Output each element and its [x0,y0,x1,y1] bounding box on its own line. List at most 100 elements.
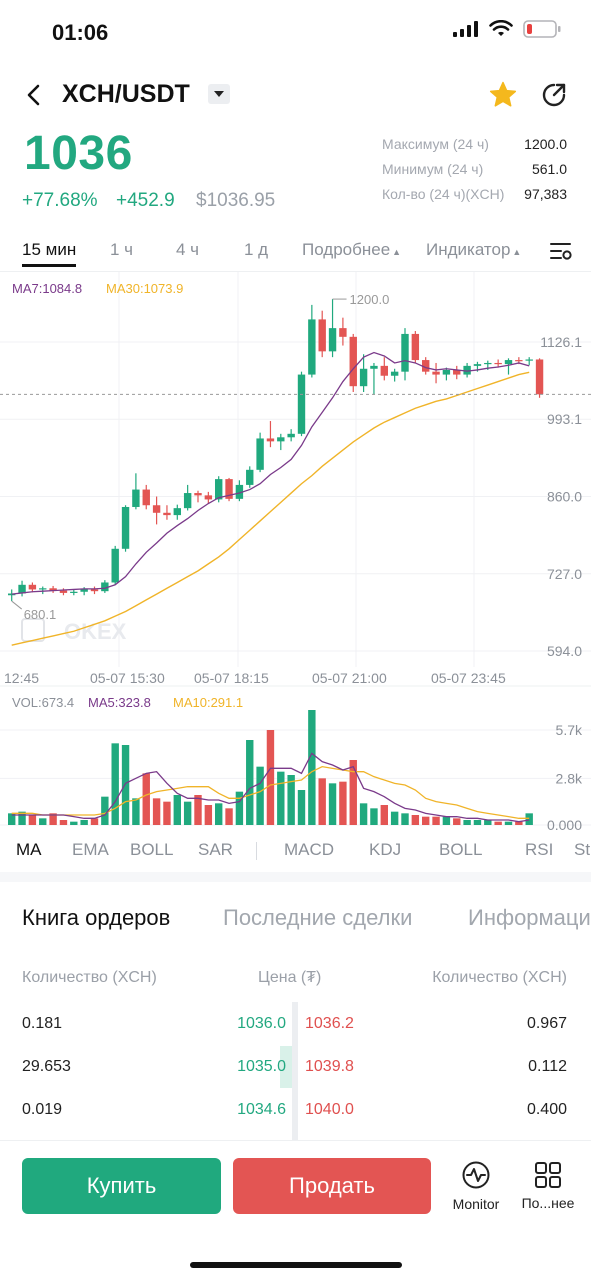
y-tick-label: 727.0 [547,566,582,582]
monitor-button[interactable]: Monitor [444,1158,508,1214]
ask-price[interactable]: 1040.0 [305,1101,354,1118]
volume-bar [173,795,181,825]
ask-qty[interactable]: 0.967 [526,1015,567,1032]
share-icon[interactable] [540,81,568,109]
more-button[interactable]: По...нее [516,1158,580,1214]
indicator-rsi[interactable]: RSI [525,840,554,859]
buy-button[interactable]: Купить [22,1158,221,1214]
candle-body [411,333,420,361]
volume-bar [49,813,57,825]
tab-last-trades[interactable]: Последние сделки [223,905,413,930]
volume-bar [370,808,378,825]
volume-bar [380,805,388,825]
volume-bar [442,816,451,825]
indicator-boll[interactable]: BOLL [130,840,174,859]
pair-title[interactable]: XCH/USDT [62,80,190,108]
bid-price[interactable]: 1036.0 [237,1015,286,1032]
volume-bar [515,821,523,825]
caret-small-icon: ▲ [392,247,402,257]
tab-1d[interactable]: 1 д [244,240,269,259]
volume-bar [525,813,533,825]
candle-body [70,591,78,593]
bid-price[interactable]: 1035.0 [237,1058,286,1075]
ask-qty[interactable]: 0.400 [526,1101,567,1118]
status-time: 01:06 [52,20,109,45]
monitor-icon [462,1161,490,1189]
tab-indicator[interactable]: Индикатор ▲ [426,240,521,260]
ask-price[interactable]: 1036.2 [305,1015,354,1032]
candle-body [101,582,109,592]
chart-settings-icon[interactable] [550,241,572,261]
tab-underline [22,264,76,267]
candle-body [339,328,347,337]
volume-bar [308,710,316,825]
volume-y-tick-label: 2.8k [556,770,583,786]
tab-order-book[interactable]: Книга ордеров [22,905,171,930]
tab-more[interactable]: Подробнее ▲ [302,240,401,260]
bid-price[interactable]: 1034.6 [237,1101,286,1118]
ma7-label: MA7:1084.8 [12,281,82,296]
volume-bar [80,820,88,825]
volume-bar [453,818,461,825]
volume-bar [287,775,295,825]
indicator-stoch[interactable]: St [574,840,591,859]
indicator-sar[interactable]: SAR [198,840,233,859]
ask-price[interactable]: 1039.8 [305,1058,354,1075]
candle-body [535,359,544,395]
candle-body [194,493,202,496]
tab-4h[interactable]: 4 ч [176,240,200,259]
volume-grid [0,729,591,826]
bid-qty[interactable]: 0.181 [22,1015,63,1032]
pair-dropdown-button[interactable] [208,84,230,104]
chart-grid [0,272,591,667]
indicator-macd[interactable]: MACD [284,840,335,859]
ask-qty[interactable]: 0.112 [528,1058,567,1075]
candle-body [504,360,513,365]
ma30-line [11,371,530,646]
volume-bar [121,745,130,825]
candle-body [80,589,88,592]
tab-15min[interactable]: 15 мин [22,240,77,259]
bid-qty[interactable]: 0.019 [22,1101,63,1118]
indicator-ema[interactable]: EMA [72,840,109,859]
stat-high-label: Максимум (24 ч) [382,136,489,152]
tab-info[interactable]: Информаци [468,905,591,930]
candle-body [266,438,275,442]
candle-body [142,489,150,506]
section-gap [0,872,591,882]
candle-body [246,469,254,485]
high-marker: 1200.0 [332,292,389,307]
indicator-ma[interactable]: MA [16,840,42,859]
candle-body [380,365,388,376]
ma30-label: MA30:1073.9 [106,281,183,296]
stat-low-label: Минимум (24 ч) [382,161,484,177]
volume-bar [194,795,202,825]
tab-1h[interactable]: 1 ч [110,240,134,259]
volume-bar [256,766,264,825]
volume-bar [432,816,440,825]
header-qty-right: Количество (XCH) [432,969,567,986]
spread-bar [292,1002,298,1140]
volume-bar [349,760,357,825]
candle-body [359,368,368,387]
vol-ma5-label: MA5:323.8 [88,695,151,710]
star-icon[interactable] [488,80,518,110]
sell-button[interactable]: Продать [233,1158,431,1214]
candle-body [328,328,337,352]
header-price: Цена (₮) [258,969,322,986]
back-icon[interactable] [22,82,48,108]
divider [0,1140,591,1141]
tab-more-label: Подробнее [302,240,391,259]
indicator-kdj[interactable]: KDJ [369,840,402,859]
stat-volume-label: Кол-во (24 ч)(XCH) [382,186,505,202]
candle-body [370,365,378,369]
volume-bar [101,796,109,825]
bid-qty[interactable]: 29.653 [22,1058,71,1075]
indicator-boll-sub[interactable]: BOLL [439,840,483,859]
volume-bar [183,801,192,825]
volume-bar [28,815,37,825]
volume-bar [246,740,254,825]
ma7-line [11,351,530,595]
candle-body [8,593,16,596]
